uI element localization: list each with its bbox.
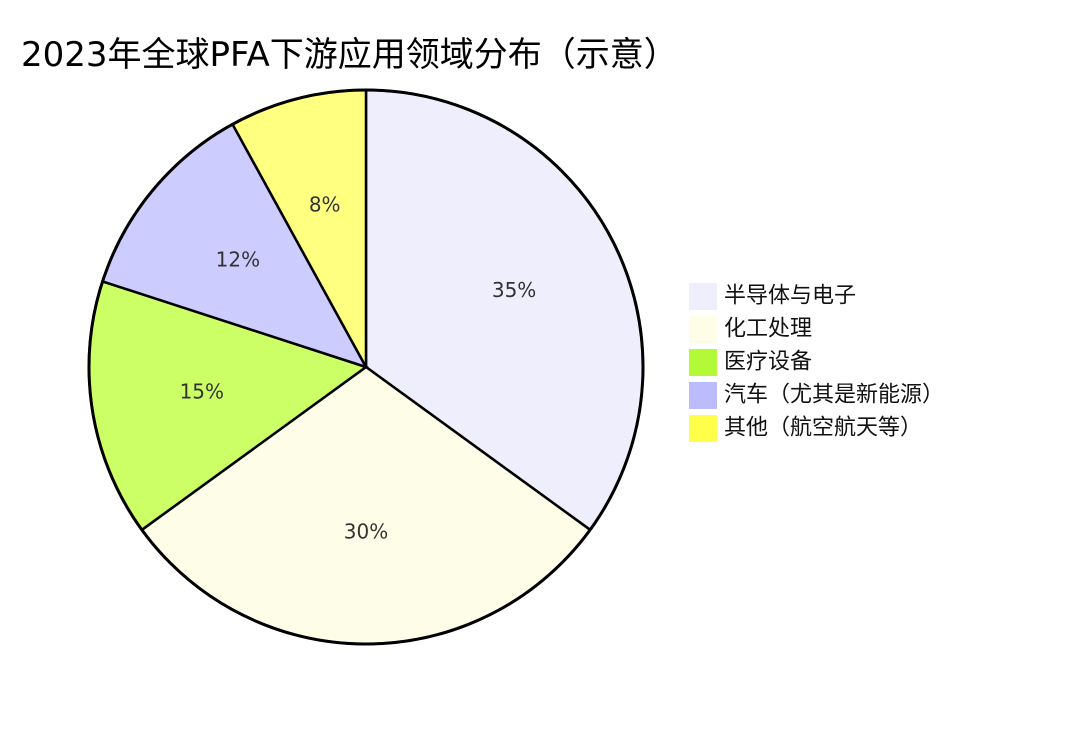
legend-swatch bbox=[689, 349, 717, 376]
slice-4-label: 12% bbox=[216, 248, 260, 272]
legend-label: 汽车（尤其是新能源） bbox=[724, 383, 944, 408]
legend-item-3: 医疗设备 bbox=[689, 349, 812, 376]
pie-outline bbox=[87, 88, 645, 646]
legend-label: 其他（航空航天等） bbox=[724, 416, 922, 441]
slice-2-label: 30% bbox=[344, 520, 388, 544]
legend-label: 化工处理 bbox=[724, 317, 812, 342]
pie-data-labels: 35% 30% 15% 12% 8% bbox=[180, 193, 537, 544]
legend-label: 医疗设备 bbox=[724, 350, 812, 375]
pie-slices bbox=[87, 88, 645, 646]
slice-5-label: 8% bbox=[309, 193, 341, 217]
legend-item-4: 汽车（尤其是新能源） bbox=[689, 382, 944, 409]
legend-swatch bbox=[689, 382, 717, 409]
legend-label: 半导体与电子 bbox=[724, 284, 856, 309]
legend-item-1: 半导体与电子 bbox=[689, 283, 856, 310]
slice-3-label: 15% bbox=[180, 380, 224, 404]
legend-swatch bbox=[689, 316, 717, 343]
chart-title: 2023年全球PFA下游应用领域分布（示意） bbox=[21, 35, 678, 75]
legend-item-2: 化工处理 bbox=[689, 316, 812, 343]
legend-swatch bbox=[689, 283, 717, 310]
legend-item-5: 其他（航空航天等） bbox=[689, 415, 922, 442]
slice-1-label: 35% bbox=[492, 278, 536, 302]
legend-swatch bbox=[689, 415, 717, 442]
